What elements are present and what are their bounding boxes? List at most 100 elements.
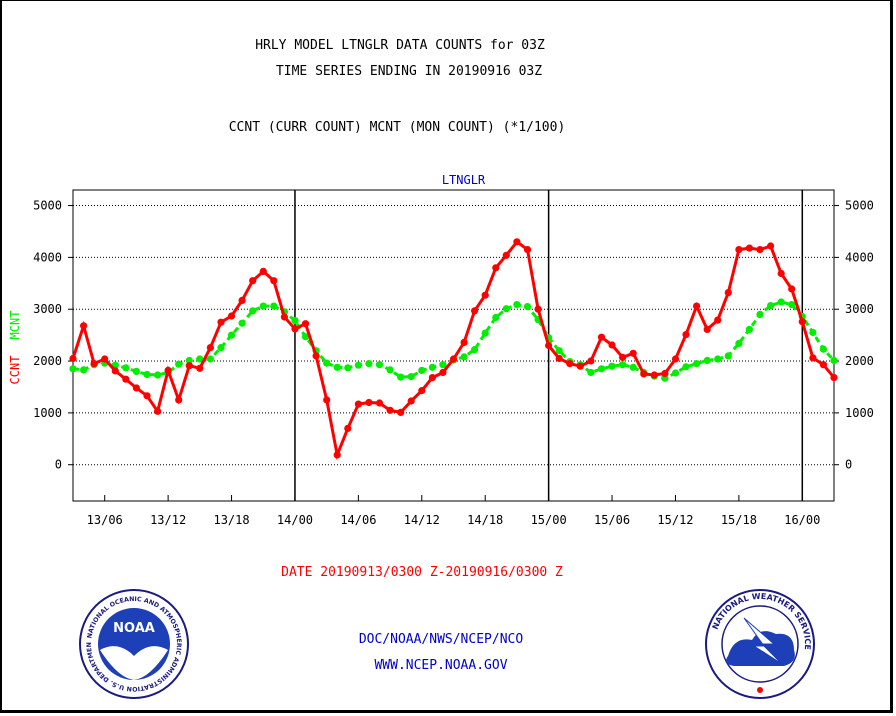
data-point-mcnt [471,346,479,354]
data-point-ccnt [323,396,331,404]
data-point-mcnt [386,366,394,374]
data-point-ccnt [217,318,225,326]
data-point-ccnt [291,325,299,333]
data-point-ccnt [587,357,595,365]
data-point-mcnt [735,339,743,347]
y-axis-label-mcnt: MCNT [8,311,22,340]
data-point-mcnt [767,302,775,310]
data-point-ccnt [111,367,119,375]
data-point-mcnt [407,373,415,381]
data-point-mcnt [238,319,246,327]
data-point-ccnt [735,246,743,254]
data-point-ccnt [724,289,732,297]
data-point-mcnt [344,364,352,372]
data-point-ccnt [555,354,563,363]
data-point-mcnt [80,366,88,374]
data-point-ccnt [428,374,436,382]
y-tick-label-left: 4000 [33,250,62,264]
data-point-ccnt [534,305,542,313]
y-tick-label-left: 1000 [33,406,62,420]
data-point-ccnt [206,344,214,352]
data-point-ccnt [90,360,98,368]
ncep-url[interactable]: WWW.NCEP.NOAA.GOV [374,658,508,673]
data-point-mcnt [724,352,732,360]
data-point-mcnt [777,298,785,306]
x-tick-label: 13/12 [150,513,186,527]
chart-title-line1: HRLY MODEL LTNGLR DATA COUNTS for 03Z [255,38,545,53]
data-point-ccnt [397,408,405,416]
y-tick-label-left: 2000 [33,354,62,368]
data-point-ccnt [164,366,172,374]
data-point-ccnt [756,246,764,254]
data-point-mcnt [587,368,595,377]
y-tick-label-right: 4000 [845,250,874,264]
x-tick-label: 14/00 [277,513,313,527]
data-point-mcnt [492,313,500,322]
data-point-mcnt [270,302,278,310]
data-point-ccnt [809,354,817,362]
data-point-mcnt [671,369,680,377]
data-point-ccnt [798,318,806,326]
y-tick-label-right: 3000 [845,302,874,316]
chart-subtitle: CCNT (CURR COUNT) MCNT (MON COUNT) (*1/1… [228,120,566,135]
data-point-mcnt [249,307,257,315]
data-point-ccnt [407,397,415,405]
data-point-ccnt [69,354,77,363]
x-tick-label: 14/18 [467,513,503,527]
data-point-ccnt [439,368,447,377]
data-point-mcnt [122,364,130,372]
data-point-ccnt [101,355,109,363]
data-point-ccnt [227,312,236,320]
data-point-mcnt [502,305,510,313]
data-point-mcnt [259,302,267,310]
nws-logo: NATIONAL WEATHER SERVICE [705,589,815,699]
y-tick-label-right: 2000 [845,354,874,368]
data-point-ccnt [471,307,479,315]
data-point-mcnt [185,356,193,365]
y-tick-label-left: 5000 [33,199,62,213]
data-point-ccnt [386,406,394,414]
data-point-mcnt [291,317,299,325]
data-point-mcnt [819,345,828,353]
data-point-ccnt [449,355,458,363]
data-point-ccnt [185,362,193,370]
series-line-ccnt [71,239,836,461]
data-point-mcnt [196,355,204,363]
data-point-ccnt [513,238,521,246]
data-point-ccnt [830,374,838,382]
data-point-mcnt [513,301,521,309]
data-point-mcnt [830,356,838,365]
data-point-ccnt [249,277,257,285]
data-point-ccnt [344,424,352,432]
x-tick-label: 15/06 [594,513,630,527]
data-point-mcnt [629,363,637,371]
data-point-ccnt [122,375,130,383]
data-point-mcnt [375,361,384,369]
x-tick-label: 14/12 [404,513,440,527]
data-point-ccnt [175,396,183,404]
data-point-mcnt [460,353,468,361]
data-point-mcnt [206,355,214,363]
x-tick-label: 14/06 [340,513,376,527]
data-point-ccnt [492,264,500,272]
data-point-ccnt [650,371,658,379]
data-point-mcnt [619,361,627,369]
data-point-mcnt [323,359,331,367]
y-tick-label-right: 1000 [845,406,874,420]
x-tick-label: 16/00 [784,513,820,527]
data-point-ccnt [365,398,373,407]
data-point-mcnt [523,303,532,311]
data-point-mcnt [809,328,817,337]
noaa-logo: NOAA NATIONAL OCEANIC AND ATMOSPHERIC AD… [78,588,189,699]
data-point-ccnt [502,251,510,259]
x-tick-label: 15/12 [657,513,693,527]
data-point-ccnt [418,387,426,395]
data-point-mcnt [154,371,162,379]
data-point-ccnt [301,320,310,328]
y-tick-label-right: 5000 [845,199,874,213]
data-point-mcnt [428,363,436,371]
x-tick-label: 13/18 [213,513,249,527]
data-point-ccnt [777,269,785,278]
data-point-ccnt [745,244,754,252]
